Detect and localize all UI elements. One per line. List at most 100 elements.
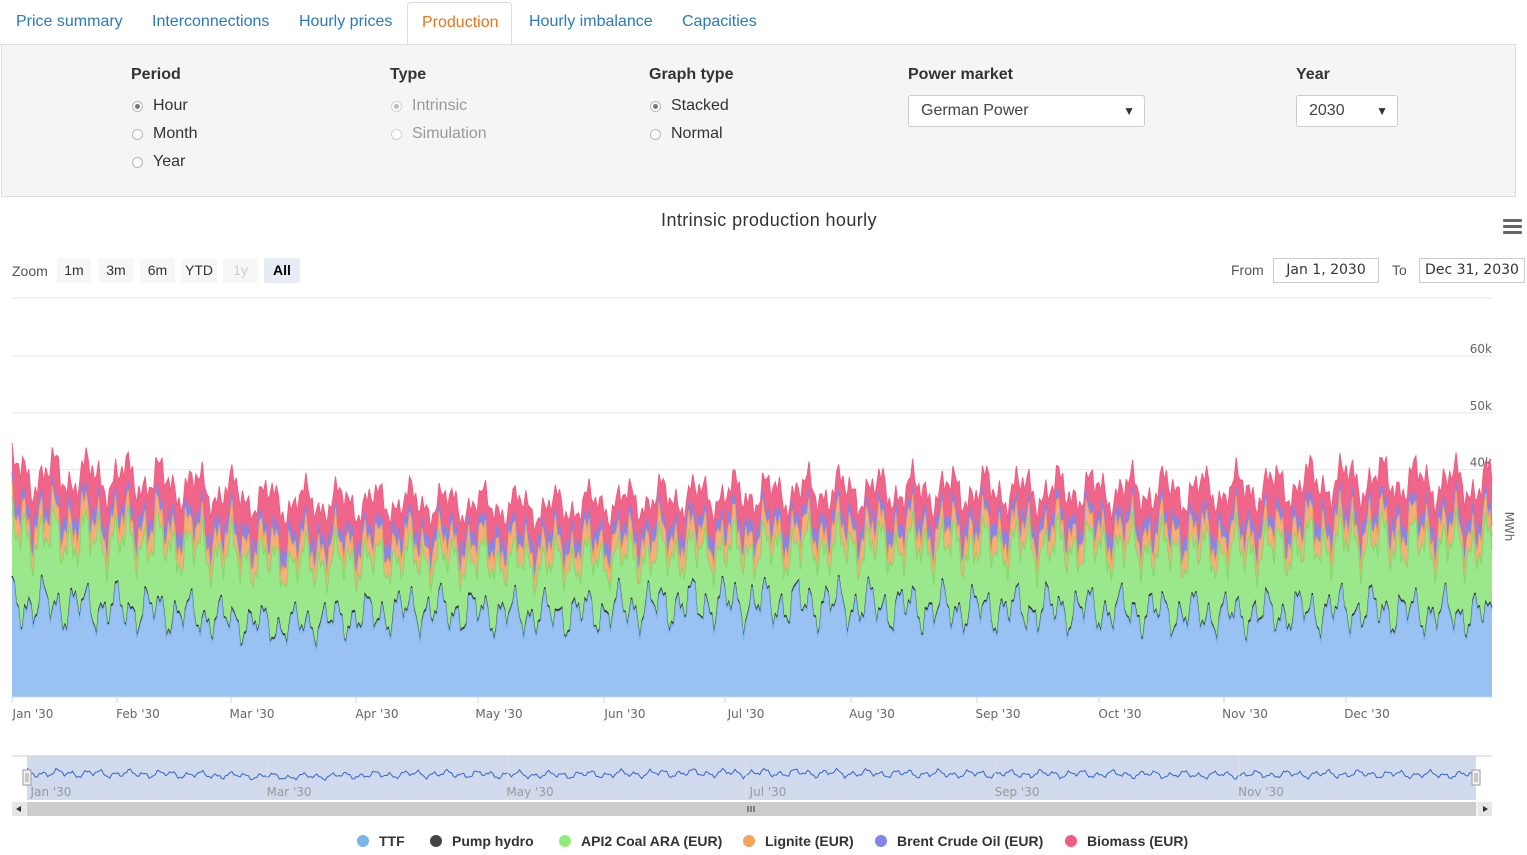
filter-panel: Period Hour Month Year Type Intrinsic Si… [1, 44, 1516, 197]
legend-label: TTF [379, 833, 405, 849]
navigator-handle-right[interactable] [1471, 769, 1481, 786]
caret-down-icon: ▼ [1123, 104, 1135, 118]
period-label: Period [131, 66, 181, 83]
radio-dot[interactable] [650, 128, 661, 140]
tab-capacities[interactable]: Capacities [682, 13, 757, 30]
x-tick-label: Aug '30 [849, 707, 895, 721]
radio-dot[interactable] [391, 128, 402, 140]
radio-dot[interactable] [132, 100, 143, 112]
navigator-tick-label: Sep '30 [995, 785, 1040, 799]
hamburger-menu-icon[interactable] [1503, 219, 1522, 235]
series-line-2 [11, 496, 1493, 597]
radio-label: Year [153, 153, 186, 170]
graph-stacked-radio[interactable]: Stacked [649, 92, 733, 120]
legend-item-lignite[interactable]: Lignite (EUR) [743, 833, 854, 849]
period-hour-radio[interactable]: Hour [131, 92, 197, 120]
legend-item-brent-crude[interactable]: Brent Crude Oil (EUR) [875, 833, 1043, 849]
graph-type-label: Graph type [649, 66, 734, 83]
from-label: From [1231, 262, 1264, 278]
arrow-left-icon [16, 806, 21, 812]
legend-label: API2 Coal ARA (EUR) [581, 833, 723, 849]
zoom-3m-button[interactable]: 3m [98, 258, 134, 283]
x-tick-label: May '30 [475, 707, 522, 721]
x-tick-label: Dec '30 [1344, 707, 1390, 721]
to-date-input[interactable]: Dec 31, 2030 [1419, 258, 1525, 283]
navigator-bg [12, 756, 1492, 800]
series-line-5 [11, 443, 1493, 534]
period-month-radio[interactable]: Month [131, 120, 197, 148]
x-tick-label: Nov '30 [1222, 707, 1268, 721]
radio-dot[interactable] [650, 100, 661, 112]
zoom-label: Zoom [12, 263, 48, 279]
legend-swatch [1065, 835, 1077, 847]
x-tick-label: Jan '30 [12, 707, 54, 721]
series-line-4 [11, 471, 1493, 568]
tab-hourly-prices[interactable]: Hourly prices [299, 13, 393, 30]
tab-interconnections[interactable]: Interconnections [152, 13, 270, 30]
x-tick-label: Sep '30 [976, 707, 1021, 721]
legend-swatch [875, 835, 887, 847]
series-line-0 [11, 576, 1493, 651]
zoom-1m-button[interactable]: 1m [57, 258, 91, 283]
legend-swatch [430, 835, 442, 847]
navigator-selection [27, 756, 1476, 800]
y-tick-label: 60k [1470, 342, 1492, 356]
power-market-label: Power market [908, 66, 1013, 83]
navigator-tick-label: May '30 [506, 785, 553, 799]
type-simulation-radio[interactable]: Simulation [390, 120, 487, 148]
zoom-1y-button[interactable]: 1y [223, 258, 258, 283]
legend-swatch [559, 835, 571, 847]
tab-hourly-imbalance[interactable]: Hourly imbalance [529, 13, 653, 30]
tab-production[interactable]: Production [407, 2, 512, 45]
x-tick-label: Feb '30 [116, 707, 160, 721]
year-value: 2030 [1309, 102, 1345, 119]
radio-dot[interactable] [132, 156, 143, 168]
radio-label: Normal [671, 125, 723, 142]
radio-label: Month [153, 125, 198, 142]
area-series-5 [12, 443, 1492, 568]
radio-dot[interactable] [391, 100, 402, 112]
arrow-right-icon [1483, 806, 1488, 812]
navigator-series-line [26, 767, 1477, 782]
legend-item-ttf[interactable]: TTF [357, 833, 405, 849]
radio-dot[interactable] [132, 128, 143, 140]
caret-down-icon: ▼ [1376, 104, 1388, 118]
x-tick-label: Mar '30 [229, 707, 274, 721]
radio-label: Stacked [671, 97, 729, 114]
series-line-3 [11, 479, 1493, 582]
tab-price-summary[interactable]: Price summary [16, 13, 123, 30]
graph-normal-radio[interactable]: Normal [649, 120, 733, 148]
navigator-handle-left[interactable] [22, 769, 32, 786]
legend-swatch [743, 835, 755, 847]
period-year-radio[interactable]: Year [131, 148, 197, 176]
legend-item-biomass[interactable]: Biomass (EUR) [1065, 833, 1188, 849]
x-tick-label: Oct '30 [1098, 707, 1141, 721]
to-label: To [1392, 262, 1407, 278]
area-series-2 [12, 496, 1492, 649]
x-tick-label: Jul '30 [727, 707, 765, 721]
year-select[interactable]: 2030 ▼ [1296, 95, 1398, 127]
x-tick-label: Jun '30 [603, 707, 645, 721]
power-market-select[interactable]: German Power ▼ [908, 95, 1145, 127]
power-market-group: Power market [908, 63, 1013, 87]
from-date-input[interactable]: Jan 1, 2030 [1273, 258, 1379, 283]
navigator-tick-label: Jul '30 [749, 785, 787, 799]
type-group: Type Intrinsic Simulation [390, 63, 487, 148]
graph-type-group: Graph type Stacked Normal [649, 63, 733, 148]
chart-title: Intrinsic production hourly [661, 210, 877, 230]
legend-item-api2-coal[interactable]: API2 Coal ARA (EUR) [559, 833, 722, 849]
legend-label: Brent Crude Oil (EUR) [897, 833, 1044, 849]
year-label: Year [1296, 66, 1330, 83]
navigator-tick-label: Nov '30 [1238, 785, 1284, 799]
navigator-tick-label: Jan '30 [30, 785, 72, 799]
radio-label: Intrinsic [412, 97, 468, 114]
legend-label: Biomass (EUR) [1087, 833, 1189, 849]
legend-item-pump-hydro[interactable]: Pump hydro [430, 833, 534, 849]
type-intrinsic-radio[interactable]: Intrinsic [390, 92, 487, 120]
legend-swatch [357, 835, 369, 847]
zoom-ytd-button[interactable]: YTD [181, 258, 217, 283]
zoom-all-button[interactable]: All [264, 258, 300, 283]
x-tick-label: Apr '30 [355, 707, 398, 721]
zoom-6m-button[interactable]: 6m [140, 258, 175, 283]
